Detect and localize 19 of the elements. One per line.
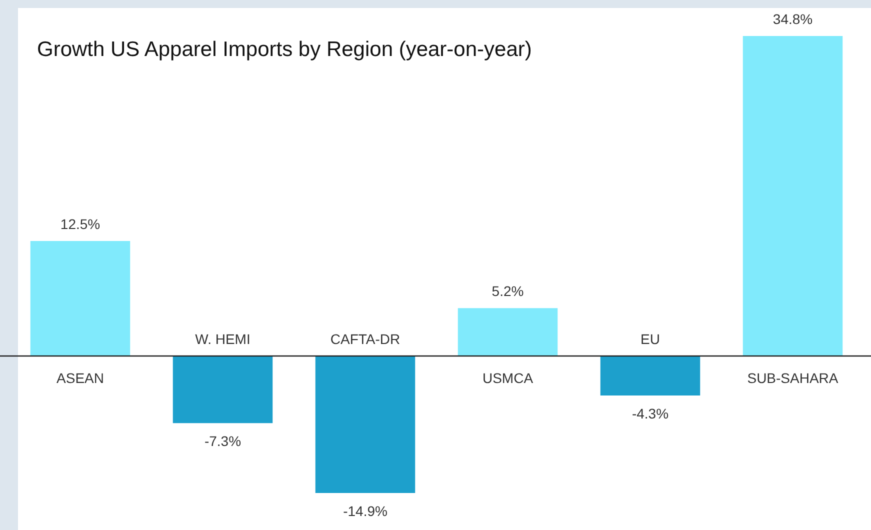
data-label: -4.3% (632, 405, 669, 422)
x-tick-label: ASEAN (56, 370, 104, 386)
x-tick-label: USMCA (482, 370, 534, 386)
bar (30, 241, 130, 356)
bar (315, 356, 416, 493)
bar (172, 356, 273, 424)
x-tick-label: EU (640, 330, 660, 347)
data-label: 5.2% (492, 283, 524, 300)
chart-title: Growth US Apparel Imports by Region (year-on-year) (37, 38, 532, 62)
data-label: 34.8% (772, 10, 813, 27)
data-label: -7.3% (204, 432, 242, 449)
bar (458, 308, 558, 356)
data-label: -14.9% (343, 502, 388, 519)
data-label: 12.5% (60, 216, 100, 232)
x-tick-label: CAFTA-DR (330, 330, 400, 347)
x-tick-label: SUB-SAHARA (747, 370, 839, 386)
bar (600, 356, 700, 396)
x-tick-label: W. HEMI (195, 330, 250, 347)
bar (742, 36, 843, 356)
